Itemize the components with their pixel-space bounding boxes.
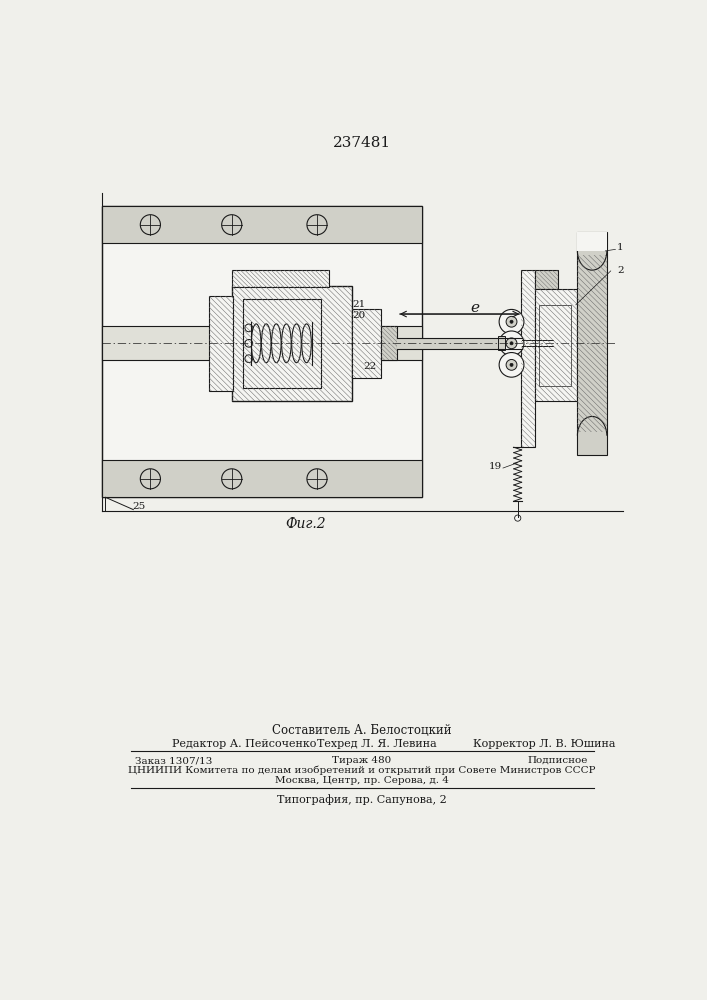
Bar (352, 309, 381, 378)
Bar (103, 326, 421, 360)
Bar (397, 338, 522, 349)
Text: Редактор А. Пейсоченко: Редактор А. Пейсоченко (172, 739, 317, 749)
Text: 19: 19 (489, 462, 502, 471)
Bar (103, 206, 421, 243)
Text: Подписное: Подписное (528, 756, 588, 765)
Text: ЦНИИПИ Комитета по делам изобретений и открытий при Совете Министров СССР: ЦНИИПИ Комитета по делам изобретений и о… (128, 766, 596, 775)
Text: 22: 22 (363, 362, 377, 371)
Circle shape (506, 359, 517, 370)
Circle shape (510, 363, 513, 366)
Text: 1: 1 (617, 243, 624, 252)
Circle shape (499, 309, 524, 334)
Bar (521, 270, 534, 447)
Text: Тираж 480: Тираж 480 (332, 756, 392, 765)
Text: Фиг.2: Фиг.2 (285, 517, 326, 531)
Bar (232, 270, 329, 287)
Text: Типография, пр. Сапунова, 2: Типография, пр. Сапунова, 2 (277, 794, 447, 805)
Text: 20: 20 (352, 311, 365, 320)
Bar (243, 299, 321, 388)
Text: Москва, Центр, пр. Серова, д. 4: Москва, Центр, пр. Серова, д. 4 (275, 776, 449, 785)
Text: 25: 25 (132, 502, 146, 511)
Circle shape (506, 316, 517, 327)
Bar (209, 296, 233, 391)
Circle shape (506, 338, 517, 349)
Circle shape (499, 353, 524, 377)
Circle shape (515, 515, 521, 521)
Text: 21: 21 (352, 300, 365, 309)
Circle shape (245, 324, 252, 332)
Text: e: e (471, 301, 479, 315)
Text: 237481: 237481 (333, 136, 391, 150)
Bar (534, 270, 558, 289)
Bar (103, 206, 421, 497)
Bar (578, 232, 607, 455)
Bar (578, 232, 607, 251)
Bar (534, 289, 578, 401)
Circle shape (499, 331, 524, 356)
Text: Заказ 1307/13: Заказ 1307/13 (135, 756, 212, 765)
Bar (381, 326, 397, 360)
Text: 2: 2 (617, 266, 624, 275)
Text: Техред Л. Я. Левина: Техред Л. Я. Левина (317, 739, 437, 749)
Bar (498, 336, 506, 350)
Text: Составитель А. Белостоцкий: Составитель А. Белостоцкий (272, 724, 452, 737)
Circle shape (510, 320, 513, 323)
Text: Корректор Л. В. Юшина: Корректор Л. В. Юшина (473, 739, 615, 749)
Bar (232, 286, 352, 401)
Circle shape (510, 342, 513, 345)
Circle shape (245, 339, 252, 347)
Bar (103, 460, 421, 497)
Bar (539, 305, 571, 386)
Circle shape (245, 355, 252, 363)
